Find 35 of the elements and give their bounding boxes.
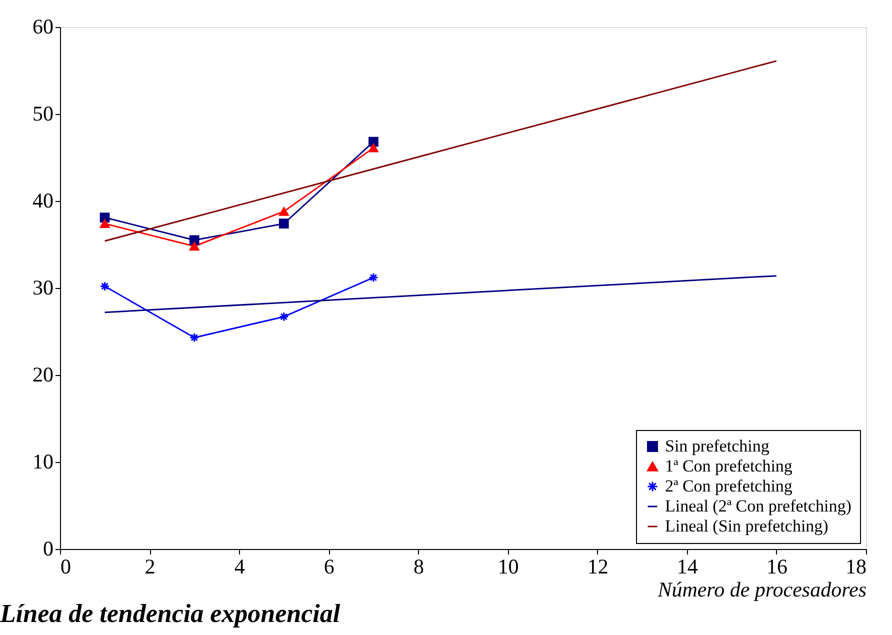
legend-label: 2ª Con prefetching xyxy=(665,476,793,496)
y-tick-label: 10 xyxy=(32,450,54,474)
point xyxy=(278,207,289,216)
y-tick-label: 50 xyxy=(32,102,54,126)
x-tick-label: 2 xyxy=(144,554,156,578)
x-tick-label: 18 xyxy=(846,554,866,578)
y-tick-label: 30 xyxy=(32,276,54,300)
y-tick-label: 20 xyxy=(32,362,54,386)
point xyxy=(100,212,110,222)
y-tick-label: 40 xyxy=(32,188,54,212)
x-tick-label: 16 xyxy=(766,554,788,578)
x-tick-label: 6 xyxy=(324,554,334,578)
x-tick-label: 8 xyxy=(413,554,424,578)
point xyxy=(100,281,110,292)
x-tick-label: 0 xyxy=(60,554,71,578)
legend-label: 1ª Con prefetching xyxy=(665,456,793,476)
point xyxy=(189,332,200,343)
point xyxy=(278,312,289,322)
legend-label: Lineal (Sin prefetching) xyxy=(665,516,828,536)
legend-label: Lineal (2ª Con prefetching) xyxy=(665,496,852,516)
legend-label: Sin prefetching xyxy=(665,436,770,456)
text: Línea de tendencia exponencial xyxy=(0,599,341,628)
point xyxy=(100,219,110,228)
point xyxy=(368,272,378,282)
x-tick-label: 10 xyxy=(498,554,519,578)
x-tick-label: 14 xyxy=(676,554,698,578)
point xyxy=(278,218,289,229)
x-axis-title: Número de procesadores xyxy=(656,578,866,602)
y-tick-label: 0 xyxy=(43,536,54,560)
x-tick-label: 12 xyxy=(587,554,608,578)
x-tick-label: 4 xyxy=(234,554,246,578)
point xyxy=(189,235,200,246)
y-tick-label: 60 xyxy=(32,14,54,38)
point xyxy=(189,242,200,251)
point xyxy=(368,136,378,147)
